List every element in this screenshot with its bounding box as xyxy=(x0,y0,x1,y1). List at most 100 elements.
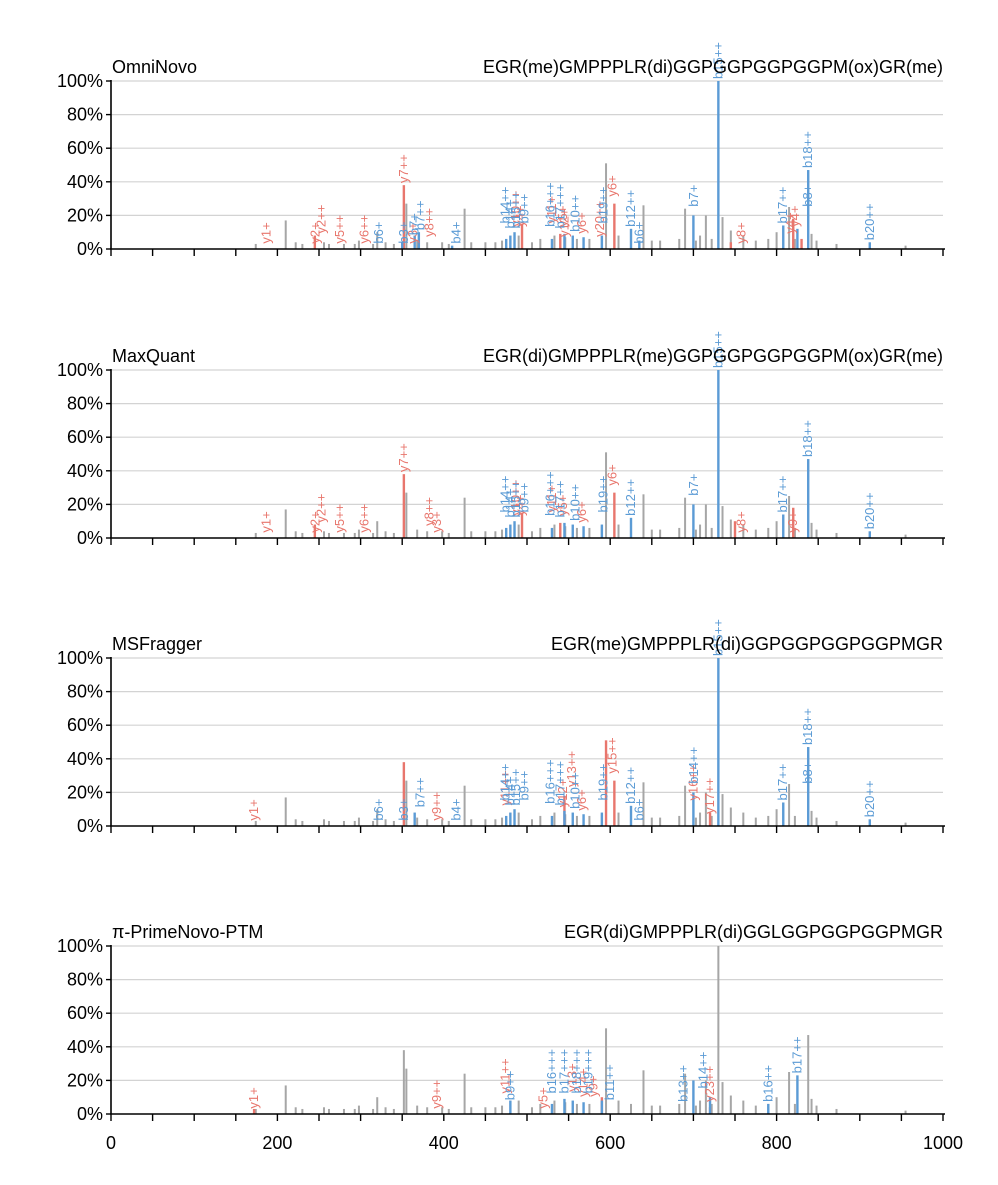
peak-bar xyxy=(416,240,419,249)
peak-bar xyxy=(815,1105,818,1114)
peak-bar xyxy=(322,819,325,826)
peak-bar xyxy=(392,532,395,538)
b-ion-label: b17+++ xyxy=(556,1049,571,1093)
peak-bar xyxy=(294,1107,297,1114)
y-ion-label: y15++ xyxy=(605,737,620,773)
peak-bar xyxy=(517,524,520,538)
y-ion-label: y6++ xyxy=(357,215,372,244)
peak-bar xyxy=(605,1028,608,1114)
b-ion-label: b20++ xyxy=(862,780,877,817)
b-ion-label: b6+ xyxy=(371,799,386,821)
peak-bar xyxy=(539,238,542,249)
y-tick-label: 0% xyxy=(77,1104,103,1124)
peak-bar xyxy=(426,531,429,538)
y-ion-peak xyxy=(613,203,616,249)
x-tick-label: 400 xyxy=(429,1133,459,1153)
peak-bar xyxy=(788,207,791,249)
peak-bar xyxy=(294,531,297,538)
peak-bar xyxy=(376,521,379,538)
b-ion-peak xyxy=(717,370,720,538)
y-ion-label: y3+ xyxy=(405,222,420,243)
peak-bar xyxy=(721,1082,724,1114)
peak-bar xyxy=(553,812,556,826)
peak-bar xyxy=(575,527,578,538)
y-tick-label: 80% xyxy=(67,970,103,990)
peak-bar xyxy=(426,1107,429,1114)
b-ion-peak xyxy=(692,1080,695,1114)
peak-bar xyxy=(793,815,796,826)
b-ion-peak xyxy=(413,235,416,249)
x-tick-label: 800 xyxy=(762,1133,792,1153)
peak-bar xyxy=(342,820,345,826)
peak-bar xyxy=(353,532,356,538)
x-tick-label: 200 xyxy=(262,1133,292,1153)
b-ion-label: b15++ xyxy=(710,619,725,656)
b-ion-peak xyxy=(563,810,566,826)
b-ion-peak xyxy=(629,228,633,249)
peak-bar xyxy=(729,1095,732,1114)
y-ion-peak xyxy=(729,242,733,249)
peak-bar xyxy=(710,238,713,249)
peak-bar xyxy=(742,812,745,826)
b-ion-peak xyxy=(417,232,421,249)
peak-bar xyxy=(650,529,653,538)
y-ion-label: y8++ xyxy=(422,497,437,526)
b-ion-peak xyxy=(782,225,785,249)
b-ion-label: b17++ xyxy=(775,187,790,224)
y-ion-label: y13+ xyxy=(565,1063,580,1092)
b-ion-label: b7++ xyxy=(413,201,428,231)
b-ion-label: b16+++ xyxy=(542,471,557,515)
peak-bar xyxy=(327,820,330,826)
peak-bar xyxy=(650,240,653,249)
peak-bar xyxy=(617,1100,620,1114)
peak-bar xyxy=(617,235,620,249)
y-tick-label: 60% xyxy=(67,138,103,158)
peak-bar xyxy=(904,245,907,249)
y-ion-peak xyxy=(520,512,524,538)
b-ion-peak xyxy=(401,242,404,249)
peak-bar xyxy=(684,208,687,249)
peak-bar xyxy=(710,815,713,826)
b-ion-label: b7+ xyxy=(407,213,422,235)
peak-bar xyxy=(392,1108,395,1114)
y-ion-label: y5++ xyxy=(332,215,347,244)
peak-bar xyxy=(815,817,818,826)
peak-bar xyxy=(710,527,713,538)
peak-bar xyxy=(294,242,297,249)
peak-bar xyxy=(470,819,473,826)
peak-bar xyxy=(470,1107,473,1114)
peak-bar xyxy=(284,509,287,538)
peak-bar xyxy=(353,820,356,826)
peak-bar xyxy=(517,812,520,826)
b-ion-label: b9++ xyxy=(502,1071,517,1101)
peak-bar xyxy=(447,532,450,538)
b-ion-label: b17++ xyxy=(789,1036,804,1073)
b-ion-label: b18++ xyxy=(800,131,815,168)
y-ion-label: y6+ xyxy=(605,175,620,196)
y-ion-label: y1+ xyxy=(259,222,274,243)
b-ion-peak xyxy=(796,1075,799,1114)
b-ion-peak xyxy=(550,815,554,826)
y-tick-label: 0% xyxy=(77,816,103,836)
y-ion-label: y12+ xyxy=(555,779,570,808)
b-ion-peak xyxy=(582,814,585,826)
peak-bar xyxy=(699,235,702,249)
b-ion-label: b17++ xyxy=(775,476,790,513)
peak-bar xyxy=(441,819,444,826)
peak-bar xyxy=(484,1107,487,1114)
peak-bar xyxy=(788,1072,791,1114)
b-ion-label: b16+++ xyxy=(542,759,557,803)
b-ion-peak xyxy=(692,215,695,249)
b-ion-label: b17+++ xyxy=(552,184,567,228)
y-ion-label: y5++ xyxy=(332,504,347,533)
b-ion-peak xyxy=(629,805,633,826)
peak-bar xyxy=(357,240,360,249)
peak-bar xyxy=(588,815,591,826)
peak-bar xyxy=(575,1103,578,1114)
y-tick-label: 0% xyxy=(77,528,103,548)
peak-bar xyxy=(342,243,345,249)
peak-bar xyxy=(605,163,608,249)
peak-bar xyxy=(530,819,533,826)
peak-bar xyxy=(494,242,497,249)
x-tick-label: 1000 xyxy=(923,1133,963,1153)
